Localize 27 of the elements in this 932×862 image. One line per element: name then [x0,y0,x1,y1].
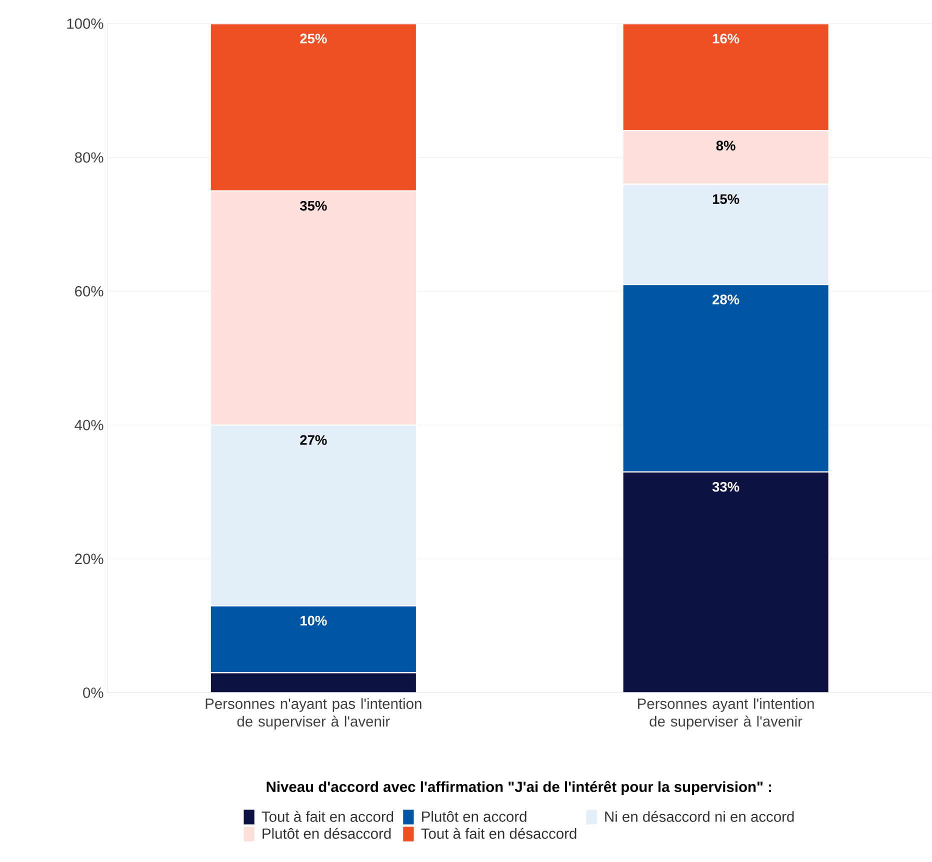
y-tick-label: 80% [74,152,104,163]
y-tick-label: 60% [75,286,104,296]
data-label: 16% [712,34,740,44]
data-label: 33% [712,482,740,492]
data-label: 10% [300,616,327,626]
data-label: 25% [300,34,327,44]
bar [210,672,418,693]
y-tick-label: 20% [75,554,104,564]
data-label: 15% [712,194,740,204]
legend-title: Niveau d'accord avec l'affirmation "J'ai de l'intérêt pour la supervision" : [266,780,772,795]
data-label: 28% [712,294,740,304]
legend-label: Tout à fait en accord [262,810,394,822]
bar [210,24,418,192]
legend-label: Ni en désaccord ni en accord [605,810,794,822]
y-tick-label: 0% [83,687,104,698]
bar [622,24,830,132]
legend-label: Plutôt en désaccord [262,828,391,839]
bar [622,471,830,693]
y-tick-label: 40% [74,420,104,430]
data-label: 27% [300,435,327,445]
x-tick-label: Personnes n'ayant pas l'intention de superviser à l'avenir [206,698,422,730]
data-label: 8% [716,140,736,150]
legend-label: Plutôt en accord [422,810,526,822]
legend-label: Tout à fait en désaccord [421,828,576,839]
y-tick-label: 100% [67,18,104,29]
x-tick-label: Personnes ayant l'intention de superviser à l'avenir [638,698,814,730]
data-label: 35% [300,200,327,211]
